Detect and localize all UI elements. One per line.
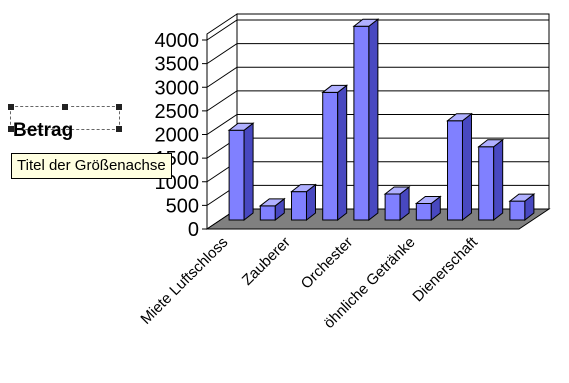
bar-top [508, 193, 536, 202]
bar-front [478, 146, 495, 221]
resize-handle[interactable] [7, 103, 15, 111]
bar-top [446, 113, 473, 122]
gridline [206, 66, 549, 88]
bar-top [290, 184, 317, 193]
bar [414, 195, 442, 222]
bar-top [227, 122, 255, 131]
bar-front [353, 25, 370, 221]
x-tick-label: Miete Luftschloss [137, 234, 231, 328]
bar-front [259, 205, 276, 221]
bar [321, 84, 349, 222]
y-tick-label: 500 [166, 195, 199, 217]
bar-front [291, 191, 307, 221]
resize-handle[interactable] [7, 125, 15, 133]
bar-top [477, 139, 505, 148]
axis-title-selection-frame[interactable] [7, 103, 123, 133]
bar-top [383, 186, 411, 195]
bar [477, 138, 505, 222]
resize-handle[interactable] [61, 103, 69, 111]
bar-top [352, 18, 380, 27]
resize-handle[interactable] [115, 103, 123, 111]
x-tick-label: Dienerschaft [409, 233, 481, 305]
gridline [206, 19, 549, 41]
y-tick-label: 3000 [155, 77, 200, 99]
gridline [206, 114, 549, 135]
bar [290, 183, 317, 222]
gridline [206, 43, 549, 65]
bar-front [322, 91, 339, 221]
bar-side [337, 84, 348, 222]
bar-front [415, 202, 432, 221]
bar-side [368, 18, 379, 222]
bar-top [321, 84, 349, 93]
bar-front [384, 193, 401, 221]
x-tick-labels: Miete Luftschloss Zauberer Orchesteröhnlic… [137, 233, 481, 332]
y-tick-label: 2500 [155, 101, 200, 123]
bar-front [447, 120, 463, 221]
bar-side [461, 112, 472, 222]
bar [258, 197, 286, 222]
bar [352, 18, 380, 222]
bar-top [258, 198, 286, 207]
bar [508, 193, 536, 222]
y-tick-label: 0 [188, 219, 199, 241]
bar [227, 122, 255, 222]
y-tick-label: 4000 [155, 30, 200, 52]
value-axis-title[interactable]: Betrag [13, 120, 74, 141]
bar [383, 185, 411, 222]
bar-top [414, 195, 442, 204]
bar-front [228, 129, 245, 221]
resize-handle[interactable] [115, 125, 123, 133]
bar-side [243, 122, 254, 222]
gridline [206, 90, 549, 112]
bar-front [509, 200, 526, 221]
bar [446, 112, 473, 222]
bar-side [493, 138, 504, 222]
x-tick-label: Orchester [298, 234, 357, 293]
y-tick-label: 2000 [155, 125, 200, 147]
tooltip: Titel der Größenachse [11, 153, 172, 179]
bars [227, 18, 536, 222]
y-tick-label: 3500 [155, 54, 200, 76]
x-tick-label: Zauberer [239, 234, 294, 289]
